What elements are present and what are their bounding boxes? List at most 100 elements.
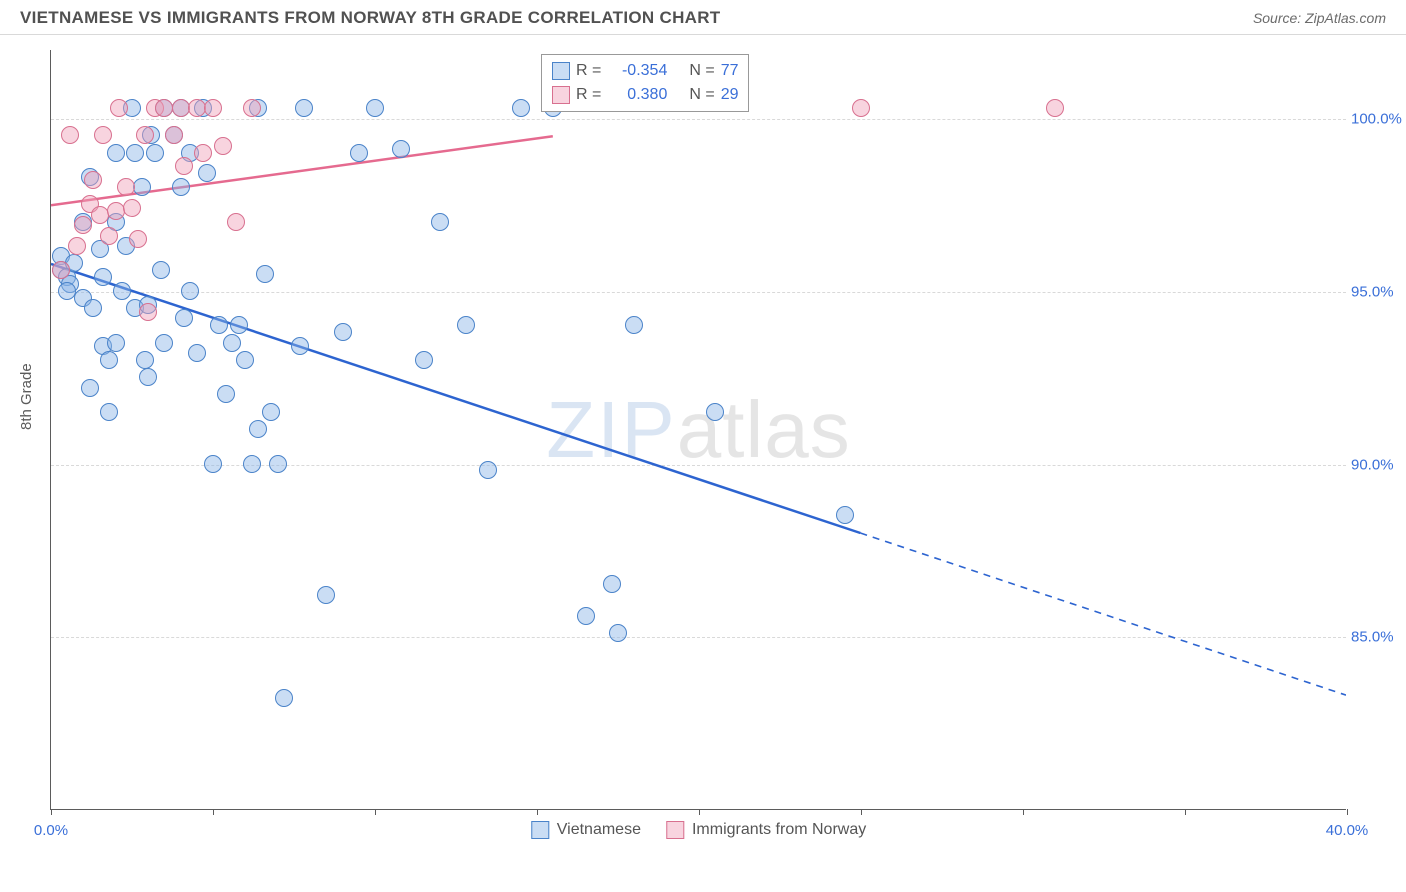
watermark-text: ZIPatlas [546,384,850,476]
x-tick [1185,809,1186,815]
trend-line [51,264,860,533]
scatter-point [350,144,368,162]
trend-lines-svg [51,50,1346,809]
scatter-point [214,137,232,155]
scatter-point [139,303,157,321]
scatter-point [392,140,410,158]
source-name: ZipAtlas.com [1305,10,1386,26]
scatter-point [262,403,280,421]
x-tick [1347,809,1348,815]
legend-r-value: 0.380 [607,83,667,107]
legend-row: R =0.380 N = 29 [552,83,738,107]
scatter-point [204,455,222,473]
bottom-legend-item: Immigrants from Norway [666,821,866,839]
legend-n-value: 77 [721,59,739,83]
scatter-point [334,323,352,341]
scatter-point [107,202,125,220]
x-tick-label: 40.0% [1326,822,1369,839]
scatter-point [836,506,854,524]
chart-title: VIETNAMESE VS IMMIGRANTS FROM NORWAY 8TH… [20,8,721,28]
y-tick-label: 85.0% [1351,629,1406,646]
legend-swatch [531,821,549,839]
scatter-point [94,268,112,286]
legend-series-label: Immigrants from Norway [692,821,866,839]
gridline [51,637,1346,638]
scatter-point [256,265,274,283]
source-prefix: Source: [1253,10,1305,26]
scatter-point [577,607,595,625]
scatter-point [603,575,621,593]
scatter-point [113,282,131,300]
y-axis-label: 8th Grade [18,363,35,430]
scatter-point [295,99,313,117]
scatter-point [852,99,870,117]
scatter-point [110,99,128,117]
legend-r-value: -0.354 [607,59,667,83]
scatter-point [243,99,261,117]
scatter-point [204,99,222,117]
scatter-point [94,126,112,144]
scatter-point [230,316,248,334]
scatter-point [366,99,384,117]
scatter-point [188,344,206,362]
legend-row: R =-0.354N =77 [552,59,738,83]
scatter-point [227,213,245,231]
series-legend: Vietnamese Immigrants from Norway [531,821,866,839]
scatter-point [133,178,151,196]
scatter-point [291,337,309,355]
bottom-legend-item: Vietnamese [531,821,641,839]
watermark-part1: ZIP [546,385,676,474]
scatter-point [81,379,99,397]
scatter-point [275,689,293,707]
scatter-point [126,144,144,162]
scatter-point [217,385,235,403]
x-tick-label: 0.0% [34,822,68,839]
scatter-point [194,144,212,162]
legend-series-label: Vietnamese [557,821,641,839]
scatter-point [172,178,190,196]
scatter-point [609,624,627,642]
legend-swatch [666,821,684,839]
legend-swatch [552,62,570,80]
scatter-point [706,403,724,421]
x-tick [537,809,538,815]
legend-r-label: R = [576,83,601,107]
scatter-point [269,455,287,473]
gridline [51,119,1346,120]
scatter-point [136,126,154,144]
gridline [51,292,1346,293]
correlation-stats-legend: R =-0.354N =77R =0.380 N = 29 [541,54,749,112]
scatter-point [107,144,125,162]
x-tick [375,809,376,815]
scatter-point [155,334,173,352]
legend-n-label: N = [689,83,714,107]
scatter-point [61,126,79,144]
legend-swatch [552,86,570,104]
scatter-point [100,403,118,421]
x-tick [1023,809,1024,815]
legend-r-label: R = [576,59,601,83]
watermark-part2: atlas [677,385,851,474]
scatter-point [479,461,497,479]
scatter-point [431,213,449,231]
scatter-point [129,230,147,248]
scatter-point [457,316,475,334]
scatter-point [210,316,228,334]
scatter-point [107,334,125,352]
scatter-point [243,455,261,473]
x-tick [51,809,52,815]
legend-n-value: 29 [721,83,739,107]
scatter-point [625,316,643,334]
scatter-point [198,164,216,182]
scatter-point [175,157,193,175]
scatter-point [223,334,241,352]
scatter-point [236,351,254,369]
scatter-point [74,216,92,234]
trend-line-extrapolated [860,533,1346,695]
scatter-point [84,299,102,317]
scatter-point [136,351,154,369]
x-tick [213,809,214,815]
scatter-point [146,144,164,162]
scatter-point [1046,99,1064,117]
scatter-point [181,282,199,300]
